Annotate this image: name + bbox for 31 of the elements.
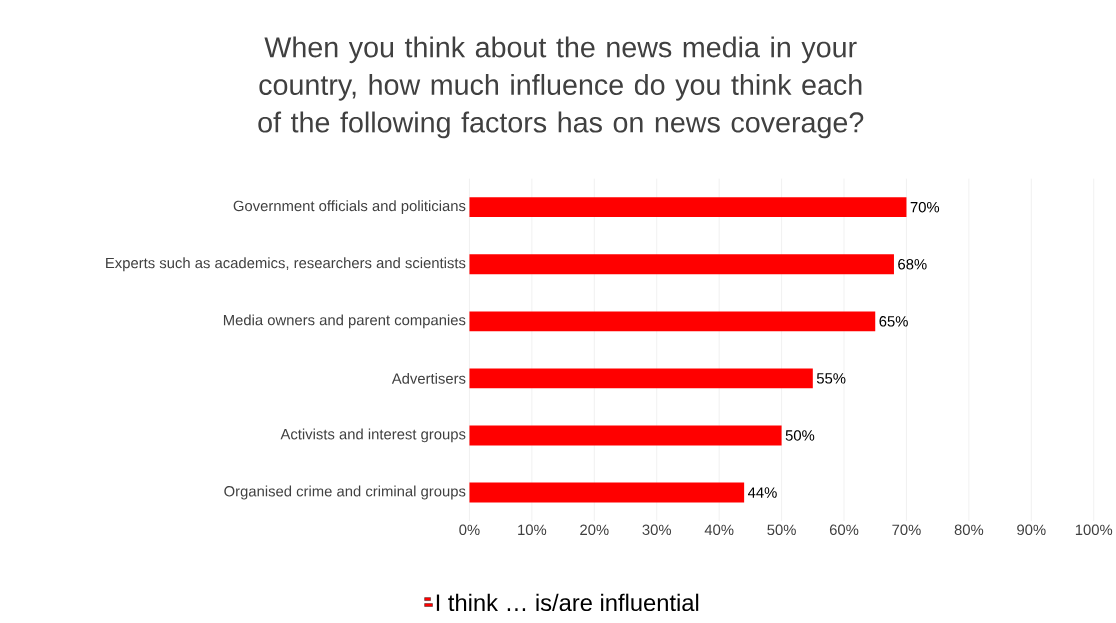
x-tick-label: 50% [767,524,796,535]
x-tick-label: 80% [954,524,984,535]
text: 70% [910,201,940,213]
x-tick-label: 10% [518,524,547,535]
y-tick-label: Media owners and parent companies [223,314,466,329]
bar [469,482,745,503]
chart-title: When you think about the news media in your country, how much influence do you think each of the following factors has on news coverage? [258,36,864,139]
x-tick-label: 20% [580,524,609,535]
text: 65% [879,315,908,327]
y-tick-label: Advertisers [391,372,466,384]
text: 68% [898,258,927,270]
text: 55% [816,373,846,384]
text: 50% [785,430,815,441]
x-tick-label: 60% [829,524,859,535]
x-tick-label: 70% [892,524,921,535]
x-tick-label: 40% [704,524,734,535]
y-tick-label: Government officials and politicians [233,200,466,214]
y-tick-label: Experts such as academics, researchers and scientists [106,257,466,272]
y-tick-label: Activists and interest groups [280,428,466,443]
bar [469,425,782,446]
bar [469,254,894,275]
bar [469,368,813,389]
x-tick-label: 100% [1075,524,1113,535]
x-tick-label: 90% [1017,524,1046,535]
x-tick-label: 0% [459,524,480,535]
bar [469,311,876,332]
bar [469,197,907,217]
legend-label: I think … is/are influential [436,593,699,611]
text: 44% [747,487,777,498]
y-tick-label: Organised crime and criminal groups [224,485,466,500]
x-tick-label: 30% [642,524,672,535]
